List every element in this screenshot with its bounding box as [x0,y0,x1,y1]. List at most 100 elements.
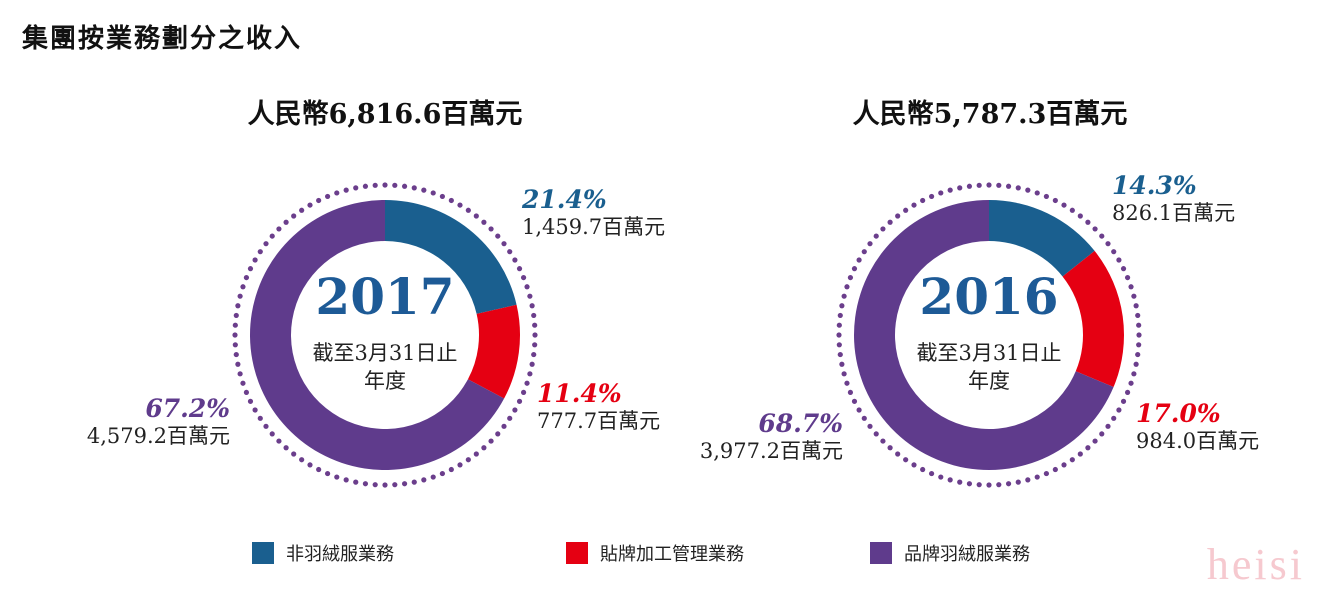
outer-dot [1015,185,1021,191]
amount-label: 984.0百萬元 [1136,428,1260,453]
legend-swatch [870,542,892,564]
inner-dot [951,408,957,413]
inner-dot [986,415,992,421]
outer-dot [382,182,388,188]
inner-dot [1067,354,1072,359]
inner-dot [347,408,353,413]
inner-dot [923,279,928,284]
outer-dot [527,371,533,377]
outer-dot [269,233,275,239]
inner-dot [923,386,928,391]
outer-dot [1111,249,1117,255]
inner-dot [903,332,909,338]
outer-dotted-ring-2017 [232,182,538,488]
legend-item-down: 品牌羽絨服業務 [870,540,1030,566]
outer-dot [1034,190,1040,196]
slices-2016 [853,200,1124,471]
inner-dot [979,250,984,255]
outer-dot [911,202,917,208]
outer-dot [531,312,537,319]
outer-dot [1077,451,1083,457]
inner-dot [986,249,992,255]
data-label-2017-down: 67.2% 4,579.2百萬元 [60,394,230,448]
inner-dotted-ring-2017 [299,249,471,421]
inner-dot [307,297,312,303]
legend-label: 貼牌加工管理業務 [600,544,744,565]
outer-dot [1005,481,1012,487]
outer-dot [966,481,973,487]
inner-dot [1040,269,1045,274]
outer-dot [867,423,873,429]
inner-dotted-ring-2016 [903,249,1075,421]
outer-dot [316,466,322,473]
inner-dot [314,380,320,385]
outer-dot [1061,202,1067,208]
outer-dot [1052,466,1058,473]
inner-dot [945,404,950,409]
outer-dot [1111,415,1117,421]
inner-dot [1068,318,1073,323]
inner-dot [354,410,359,416]
outer-dot [1092,226,1098,232]
inner-dot [1040,396,1045,401]
outer-dot [1069,457,1075,463]
outer-dot [324,470,331,477]
inner-dot [319,279,324,284]
outer-dot [847,274,854,281]
inner-dot [354,254,359,260]
inner-dot [933,269,938,274]
inner-dot [436,396,441,401]
data-label-2017-oem: 11.4% 777.7百萬元 [537,379,660,433]
outer-dot [895,213,901,219]
outer-dot [421,477,427,483]
center-year-2017: 2017 [315,267,454,326]
outer-dot [382,482,388,488]
inner-dot [1021,257,1027,262]
inner-dot [972,251,977,256]
outer-dot [232,342,238,348]
outer-dot [439,470,446,477]
amount-label: 826.1百萬元 [1112,200,1236,225]
outer-dot [841,371,847,377]
outer-dot [873,233,879,239]
inner-dot [928,274,933,279]
outer-dot [507,249,513,255]
outer-dot [372,182,378,188]
outer-dot [240,380,246,386]
outer-dot [257,415,263,421]
outer-dot [837,351,843,358]
inner-dot [329,269,334,274]
outer-dot [520,389,527,396]
inner-dot [951,257,957,262]
outer-dot [392,182,398,188]
outer-dot [856,257,862,263]
outer-dot [1116,407,1122,413]
inner-dot [1001,251,1006,256]
outer-dot [1043,193,1050,200]
outer-dotted-ring-2016 [836,182,1142,488]
inner-dot [301,347,306,352]
inner-dot [335,400,340,406]
inner-dot [314,285,320,290]
outer-dot [334,190,340,196]
outer-dot [1136,342,1142,348]
outer-dot [439,193,446,200]
inner-dot [1069,340,1074,345]
donut-slice-2016-0 [989,200,1095,277]
outer-dot [867,241,873,247]
inner-dot [911,297,916,303]
outer-dot [263,423,269,429]
inner-dot [906,311,911,316]
outer-dot [1133,303,1139,309]
center-year-2016: 2016 [919,267,1058,326]
inner-dot [417,257,423,262]
outer-dot [1085,219,1091,225]
outer-dot [887,219,893,225]
outer-dot [299,207,305,213]
inner-dot [300,340,305,345]
inner-dot [915,291,920,296]
inner-dot [404,413,409,418]
outer-dot [252,257,258,263]
inner-dot [304,361,310,366]
outer-dot [392,482,398,488]
